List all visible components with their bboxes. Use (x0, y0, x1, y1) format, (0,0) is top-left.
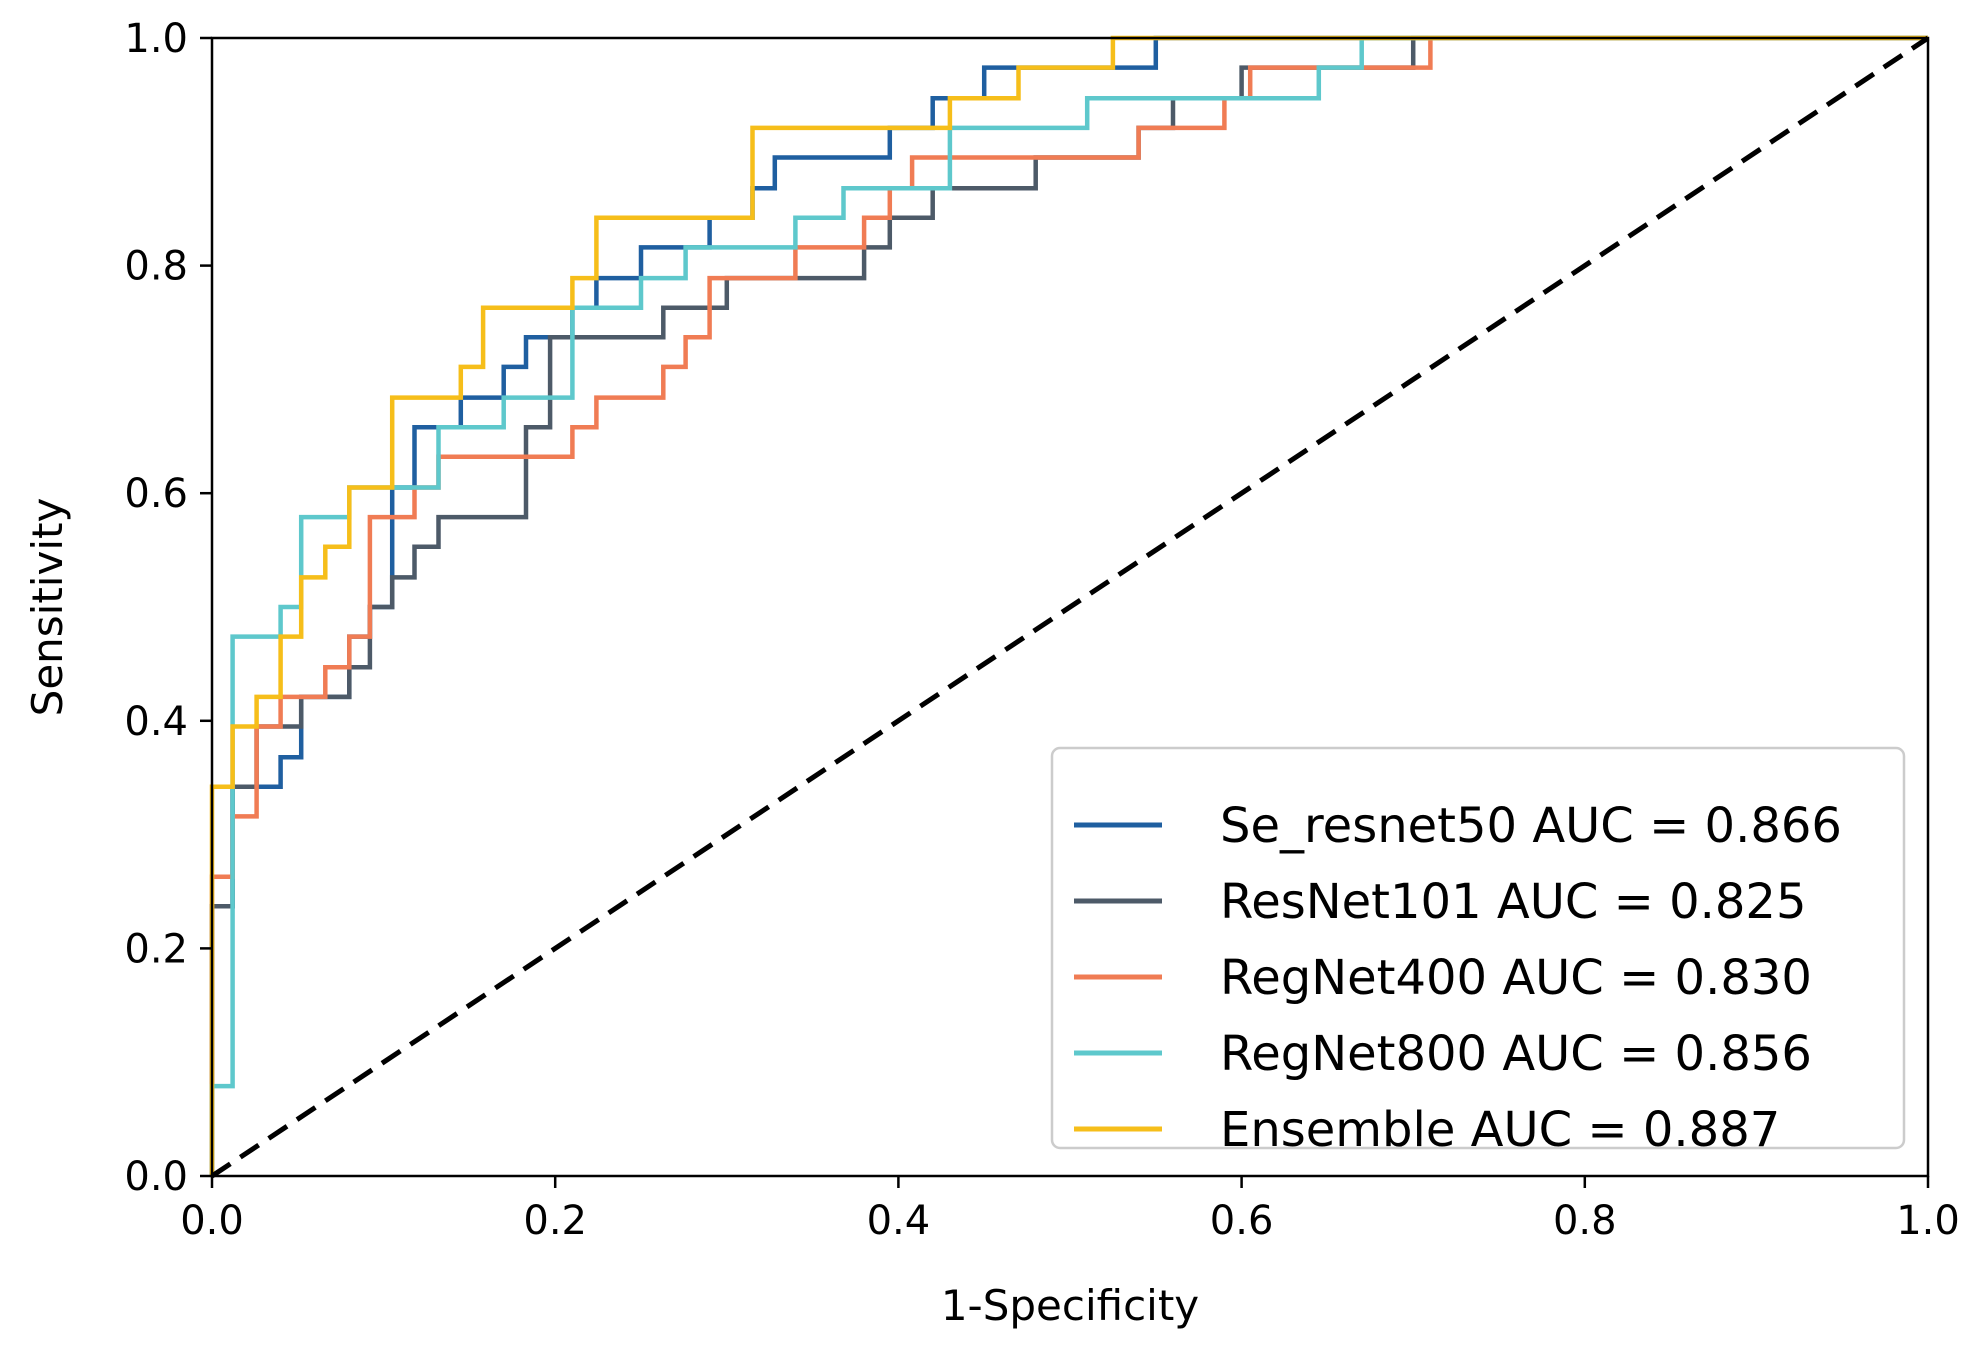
x-axis-title: 1-Specificity (941, 1281, 1199, 1330)
y-axis-title: Sensitivity (23, 498, 72, 717)
x-axis: 0.0 0.2 0.4 0.6 0.8 1.0 (180, 1176, 1960, 1244)
plot-frame (210, 36, 1930, 1178)
x-tick-label: 0.8 (1553, 1198, 1617, 1244)
reference-layer (210, 35, 1930, 1179)
legend-label-2: ResNet101 AUC = 0.825 (1220, 874, 1807, 930)
y-axis: 0.0 0.2 0.4 0.6 0.8 1.0 (124, 16, 212, 1200)
x-tick-label: 0.4 (867, 1198, 931, 1244)
series-line-5 (209, 35, 1928, 1176)
x-tick-label: 0.0 (180, 1198, 244, 1244)
legend: Se_resnet50 AUC = 0.866 ResNet101 AUC = 0… (1050, 746, 1906, 1158)
x-tick-label: 0.2 (523, 1198, 587, 1244)
series-layer (209, 35, 1928, 1176)
y-tick-label: 0.8 (124, 244, 188, 290)
y-tick-label: 0.0 (124, 1154, 188, 1200)
y-tick-label: 0.2 (124, 926, 188, 972)
series-line-4 (209, 35, 1928, 1176)
x-tick-label: 0.6 (1210, 1198, 1274, 1244)
legend-box (1050, 746, 1906, 1150)
y-tick-label: 0.6 (124, 471, 188, 517)
chance-diagonal-line (210, 35, 1930, 1179)
legend-label-5: Ensemble AUC = 0.887 (1220, 1102, 1780, 1158)
y-tick-label: 1.0 (124, 16, 188, 62)
legend-label-1: Se_resnet50 AUC = 0.866 (1220, 798, 1842, 854)
legend-label-4: RegNet800 AUC = 0.856 (1220, 1026, 1812, 1082)
legend-label-3: RegNet400 AUC = 0.830 (1220, 950, 1812, 1006)
x-tick-label: 1.0 (1896, 1198, 1960, 1244)
y-tick-label: 0.4 (124, 699, 188, 745)
series-line-3 (209, 35, 1928, 1176)
